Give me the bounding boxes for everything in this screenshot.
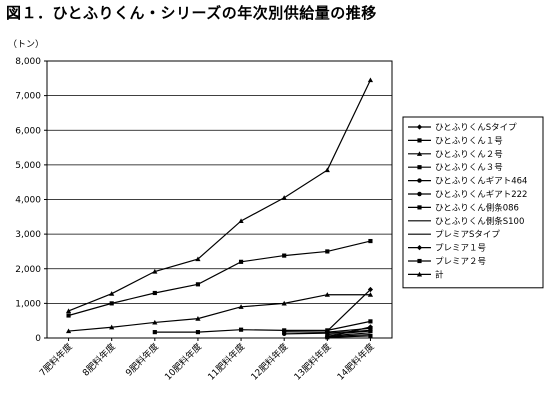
x-tick-label: 11肥料年度	[205, 341, 247, 383]
data-point-series-12	[281, 195, 287, 200]
data-point-series-7	[368, 328, 373, 334]
data-point-series-12	[324, 167, 330, 173]
legend-label: プレミア１号	[435, 244, 486, 254]
series-line-11	[327, 335, 371, 338]
data-point-series-3	[367, 292, 374, 297]
legend-marker	[416, 271, 423, 277]
data-point-series-3	[238, 304, 244, 309]
series-line-1	[326, 289, 371, 332]
legend-marker	[417, 258, 422, 264]
data-point-series-12	[195, 256, 201, 262]
data-point-series-6	[281, 331, 287, 337]
legend-label: ひとふりくんギアト464	[435, 177, 527, 187]
legend-label: ひとふりくん３号	[435, 163, 503, 173]
legend-marker	[416, 151, 423, 156]
y-tick-label: 4,000	[15, 196, 41, 206]
legend-label: ひとふりくん側条086	[435, 202, 519, 213]
series-line-9	[327, 333, 371, 338]
legend-marker	[417, 138, 422, 143]
data-point-series-2	[238, 259, 244, 264]
data-point-series-3	[65, 328, 72, 334]
data-point-series-2	[282, 253, 287, 258]
legend-label: ひとふりくんギアト222	[435, 190, 527, 200]
data-point-series-12	[367, 77, 374, 83]
data-point-series-12	[238, 218, 244, 224]
legend-label: プレミア２号	[435, 257, 486, 267]
data-point-series-4	[238, 327, 244, 332]
legend-label: プレミアSタイプ	[435, 230, 500, 240]
data-point-series-3	[195, 316, 201, 321]
data-point-series-2	[152, 290, 157, 296]
data-point-series-10	[367, 324, 374, 330]
series-line-3	[68, 294, 371, 332]
series-line-12	[68, 79, 371, 312]
y-tick-label: 1,000	[15, 299, 41, 309]
data-point-series-3	[109, 324, 115, 330]
data-point-series-3	[152, 319, 158, 325]
x-tick-label: 13肥料年度	[291, 341, 333, 383]
data-point-series-12	[65, 308, 72, 314]
y-tick-label: 0	[35, 334, 41, 344]
data-point-series-2	[325, 249, 330, 254]
series-line-10	[327, 326, 371, 338]
legend-marker	[417, 178, 422, 183]
series-line-4	[154, 320, 371, 333]
legend-label: ひとふりくんSタイプ	[435, 123, 517, 133]
legend-marker	[416, 245, 423, 251]
data-point-series-1	[367, 286, 374, 293]
data-point-series-4	[368, 319, 373, 324]
data-point-series-12	[152, 268, 158, 274]
data-point-series-2	[109, 301, 114, 306]
data-point-series-2	[368, 238, 373, 244]
data-point-series-4	[195, 330, 201, 335]
y-tick-label: 3,000	[15, 230, 41, 240]
data-point-series-3	[324, 292, 330, 297]
series-line-7	[327, 330, 371, 336]
series-line-2	[68, 240, 371, 317]
y-tick-label: 6,000	[15, 126, 41, 136]
x-tick-label: 8肥料年度	[80, 341, 118, 379]
data-point-series-11	[368, 333, 373, 339]
data-point-series-2	[195, 282, 201, 287]
x-tick-label: 7肥料年度	[37, 341, 75, 379]
x-tick-label: 14肥料年度	[335, 341, 377, 383]
legend-marker	[416, 124, 423, 130]
y-tick-label: 2,000	[15, 265, 41, 275]
y-axis-unit: （トン）	[8, 39, 44, 50]
x-tick-label: 9肥料年度	[123, 341, 161, 379]
data-point-series-3	[281, 300, 287, 306]
legend	[402, 116, 544, 289]
y-tick-label: 7,000	[15, 92, 41, 102]
legend-marker	[417, 191, 422, 197]
figure-title: 図１．ひとふりくん・シリーズの年次別供給量の推移	[6, 4, 377, 22]
data-point-series-11	[325, 335, 330, 340]
legend-marker	[417, 205, 422, 210]
legend-label: ひとふりくん１号	[435, 136, 503, 146]
data-point-series-12	[109, 291, 115, 296]
data-point-series-2	[66, 313, 71, 318]
legend-label: ひとふりくん２号	[435, 150, 503, 160]
legend-marker	[417, 165, 422, 170]
data-point-series-4	[152, 330, 157, 335]
x-tick-label: 10肥料年度	[162, 341, 204, 383]
y-tick-label: 8,000	[15, 57, 41, 67]
legend-label: 計	[435, 269, 444, 280]
y-tick-label: 5,000	[15, 161, 41, 171]
x-tick-label: 12肥料年度	[248, 341, 290, 383]
legend-label: ひとふりくん側条S100	[435, 216, 524, 227]
